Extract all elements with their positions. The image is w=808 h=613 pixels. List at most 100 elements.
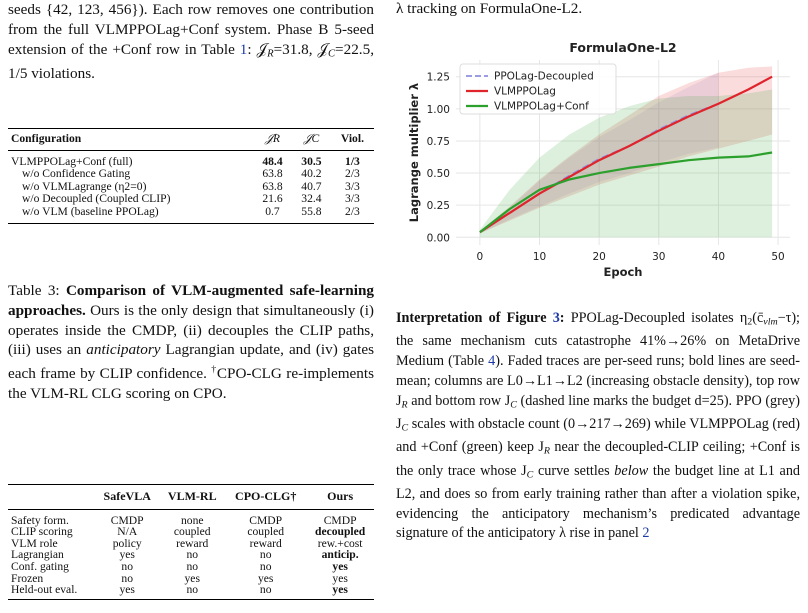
table-1-link[interactable]: 1 xyxy=(239,40,248,58)
comparison-cell: CMDP xyxy=(249,513,283,527)
ablation-header-0: Configuration xyxy=(8,128,254,151)
comparison-cell: yes xyxy=(306,584,374,600)
comparison-row-label: Held-out eval. xyxy=(8,584,96,600)
comparison-cell: decoupled xyxy=(315,525,366,539)
table-row: VLMPPOLag+Conf (full) 48.4 30.5 1/3 xyxy=(8,150,374,168)
table-row: Safety form. CMDP none CMDP CMDP xyxy=(8,509,374,526)
comparison-cell: yes xyxy=(257,571,274,585)
ablation-cell-jc: 32.4 xyxy=(301,192,322,206)
comparison-header-0 xyxy=(8,484,96,510)
comparison-cell: yes xyxy=(119,548,135,562)
series-line-1 xyxy=(479,75,773,234)
comparison-cell: CMDP xyxy=(323,513,357,527)
comparison-row-label: Safety form. xyxy=(11,513,69,527)
comparison-cell: yes xyxy=(184,571,200,585)
comparison-cell: no xyxy=(121,571,133,585)
ablation-cell-jc: 30.5 xyxy=(301,154,322,168)
comparison-cell: anticip. xyxy=(321,548,359,562)
table-row: Frozen no yes yes yes xyxy=(8,571,374,585)
x-tick-label: 50 xyxy=(771,251,784,263)
x-axis-label: Epoch xyxy=(604,265,643,279)
comparison-cell: reward xyxy=(249,536,282,550)
comparison-row-label: Lagrangian xyxy=(11,548,64,562)
table-row: w/o VLM (baseline PPOLag) 0.7 55.8 2/3 xyxy=(8,205,374,224)
x-tick-label: 10 xyxy=(533,251,546,263)
ablation-table: Configuration 𝒥R 𝒥C Viol. VLMPPOLag+Conf (f… xyxy=(8,128,374,224)
ablation-cell-config: w/o VLM (baseline PPOLag) xyxy=(8,205,254,224)
table-row: VLM role policy reward reward rew.+cost xyxy=(8,538,374,550)
comparison-row-label: VLM role xyxy=(11,536,58,550)
series-band-2 xyxy=(479,89,773,238)
comparison-cell: no xyxy=(121,559,133,573)
table-3-caption: Table 3: Comparison of VLM-augmented saf… xyxy=(8,282,374,403)
ablation-header-1: 𝒥R xyxy=(253,128,292,151)
ablation-cell-config: VLMPPOLag+Conf (full) xyxy=(11,154,133,168)
comparison-header-3: CPO-CLG† xyxy=(225,484,307,510)
ablation-cell-viol: 2/3 xyxy=(330,205,374,224)
comparison-cell: CMDP xyxy=(110,513,144,527)
table-row: Held-out eval. yes no no yes xyxy=(8,584,374,600)
table-row: CLIP scoring N/A coupled coupled decoupled xyxy=(8,526,374,538)
ablation-table-description: seeds {42, 123, 456}). Each row removes … xyxy=(8,1,374,83)
ablation-cell-jr: 63.8 xyxy=(262,167,283,181)
ablation-cell-viol: 3/3 xyxy=(345,192,360,206)
comparison-row-label: Frozen xyxy=(11,571,44,585)
figure-caption-tail: λ tracking on FormulaOne-L2. xyxy=(396,0,583,17)
x-tick-label: 40 xyxy=(712,251,725,263)
ablation-cell-jr: 48.4 xyxy=(262,154,283,168)
legend-entry-1: VLMPPOLag xyxy=(494,86,556,98)
comparison-cell: no xyxy=(259,559,272,573)
comparison-cell: no xyxy=(259,548,272,562)
legend-entry-2: VLMPPOLag+Conf xyxy=(494,101,589,113)
ablation-cell-jr: 0.7 xyxy=(253,205,292,224)
comparison-cell: coupled xyxy=(247,525,285,539)
comparison-cell: no xyxy=(186,548,199,562)
comparison-cell: N/A xyxy=(117,525,138,539)
lagrange-multiplier-chart: 0 10 20 30 40 50 0.00 0.25 0.50 0.75 1.00 1.25 Formu… xyxy=(407,40,790,279)
y-tick-label: 1.00 xyxy=(427,104,450,116)
ablation-cell-jr: 63.8 xyxy=(262,179,283,193)
comparison-cell: no xyxy=(225,584,307,600)
chart-title: FormulaOne-L2 xyxy=(569,40,676,55)
x-tick-label: 0 xyxy=(477,251,484,263)
x-tick-label: 30 xyxy=(652,251,665,263)
ablation-cell-jc: 40.2 xyxy=(301,167,322,181)
chart-legend: PPOLag-Decoupled VLMPPOLag VLMPPOLag+Conf xyxy=(459,63,617,115)
legend-entry-0: PPOLag-Decoupled xyxy=(494,71,594,83)
comparison-row-label: CLIP scoring xyxy=(11,525,73,539)
comparison-header-1: SafeVLA xyxy=(95,484,160,510)
comparison-cell: no xyxy=(186,559,199,573)
ablation-cell-config: w/o Decoupled (Coupled CLIP) xyxy=(22,192,171,206)
comparison-cell: no xyxy=(159,584,226,600)
comparison-cell: rew.+cost xyxy=(317,536,363,550)
figure-3-link[interactable]: 3 xyxy=(552,310,560,326)
ablation-cell-config: w/o VLMLagrange (η2=0) xyxy=(22,179,147,193)
ablation-cell-jc: 55.8 xyxy=(291,205,331,224)
comparison-header-4: Ours xyxy=(306,484,374,510)
comparison-cell: policy xyxy=(112,536,142,550)
series-line-2 xyxy=(479,151,773,234)
comparison-cell: yes xyxy=(332,571,348,585)
figure-interpretation: Interpretation of Figure 3: PPOLag-Decou… xyxy=(396,310,801,542)
comparison-cell: none xyxy=(180,513,204,527)
comparison-row-label: Conf. gating xyxy=(11,559,69,573)
ablation-cell-jc: 40.7 xyxy=(301,179,322,193)
ablation-header-3: Viol. xyxy=(330,128,374,151)
panel-2-link[interactable]: 2 xyxy=(642,525,650,542)
y-tick-label: 1.25 xyxy=(427,72,450,84)
ablation-cell-jr: 21.6 xyxy=(262,192,283,206)
comparison-header-2: VLM-RL xyxy=(159,484,226,510)
ablation-cell-viol: 1/3 xyxy=(345,154,360,168)
comparison-cell: yes xyxy=(95,584,160,600)
legend-box xyxy=(459,63,617,115)
comparison-cell: yes xyxy=(332,559,348,573)
y-axis-label: Lagrange multiplier λ xyxy=(407,83,421,222)
series-band-1 xyxy=(479,66,773,234)
table-row: w/o Decoupled (Coupled CLIP) 21.6 32.4 3/3 xyxy=(8,193,374,206)
ablation-header-2: 𝒥C xyxy=(291,128,331,151)
table-row: Lagrangian yes no no anticip. xyxy=(8,549,374,561)
y-tick-label: 0.75 xyxy=(427,136,450,148)
table-row: w/o Confidence Gating 63.8 40.2 2/3 xyxy=(8,168,374,181)
table-4-link[interactable]: 4 xyxy=(488,353,496,370)
ablation-cell-config: w/o Confidence Gating xyxy=(22,167,131,181)
